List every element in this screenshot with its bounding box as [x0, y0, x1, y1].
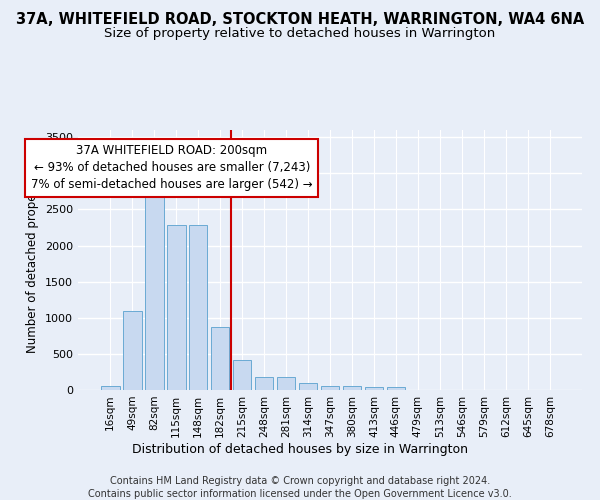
Bar: [343, 386, 361, 390]
Bar: [233, 360, 251, 390]
Text: Distribution of detached houses by size in Warrington: Distribution of detached houses by size …: [132, 442, 468, 456]
Bar: [255, 376, 274, 390]
Bar: [365, 387, 383, 390]
Text: Contains HM Land Registry data © Crown copyright and database right 2024.: Contains HM Land Registry data © Crown c…: [110, 476, 490, 486]
Bar: [101, 386, 119, 390]
Y-axis label: Number of detached properties: Number of detached properties: [26, 167, 40, 353]
Bar: [189, 226, 208, 390]
Bar: [211, 327, 229, 390]
Text: 37A WHITEFIELD ROAD: 200sqm
← 93% of detached houses are smaller (7,243)
7% of s: 37A WHITEFIELD ROAD: 200sqm ← 93% of det…: [31, 144, 313, 192]
Bar: [386, 387, 405, 390]
Bar: [277, 376, 295, 390]
Bar: [123, 310, 142, 390]
Text: Contains public sector information licensed under the Open Government Licence v3: Contains public sector information licen…: [88, 489, 512, 499]
Text: Size of property relative to detached houses in Warrington: Size of property relative to detached ho…: [104, 28, 496, 40]
Bar: [299, 383, 317, 390]
Bar: [167, 226, 185, 390]
Text: 37A, WHITEFIELD ROAD, STOCKTON HEATH, WARRINGTON, WA4 6NA: 37A, WHITEFIELD ROAD, STOCKTON HEATH, WA…: [16, 12, 584, 28]
Bar: [320, 386, 340, 390]
Bar: [145, 194, 164, 390]
